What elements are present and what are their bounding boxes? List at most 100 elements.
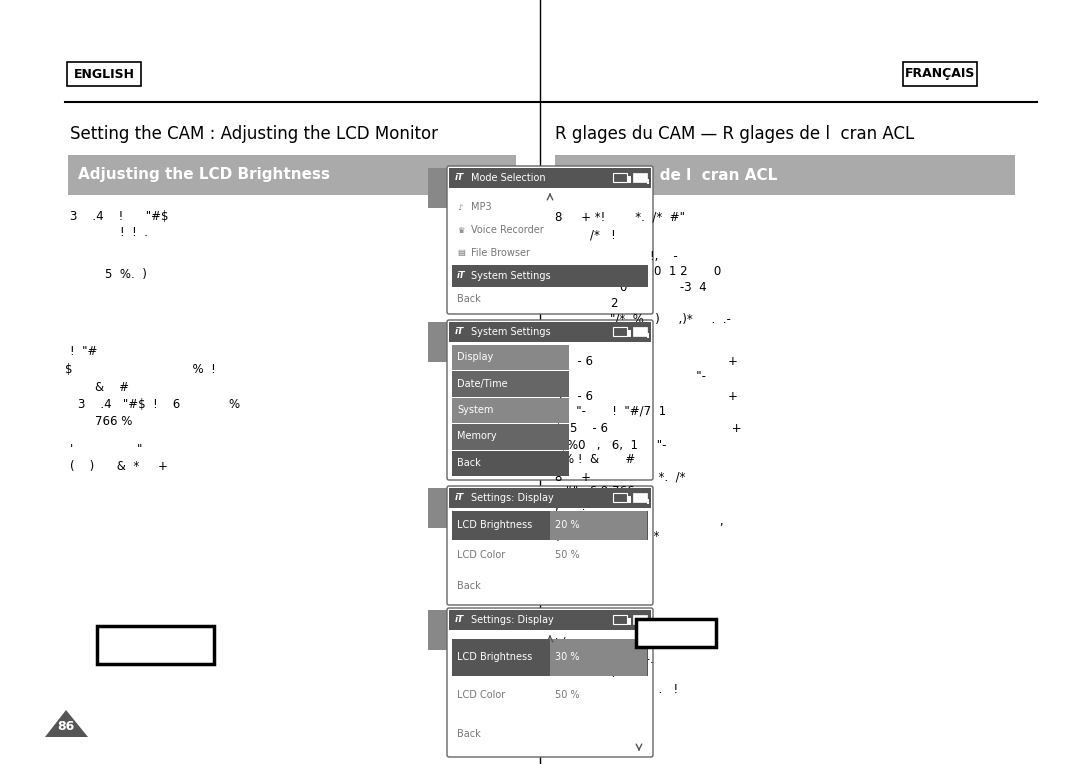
Text: Back: Back (457, 458, 481, 468)
Text: iT: iT (586, 540, 626, 578)
Bar (613, 615, 627, 624)
Text: Memory: Memory (457, 432, 497, 442)
Text: Setting the CAM : Adjusting the LCD Monitor: Setting the CAM : Adjusting the LCD Moni… (70, 125, 438, 143)
Text: $  5    - 6                                 +: $ 5 - 6 + (555, 422, 742, 435)
Bar (633, 173, 647, 182)
Text: /: / (610, 328, 615, 341)
Bar (550, 678, 647, 714)
Text: #".  6 9 766 :: #". 6 9 766 : (563, 485, 643, 498)
Text: Mode Selection: Mode Selection (471, 173, 545, 183)
Text: "/*  %.  )     ,)*     .  .-: "/* %. ) ,)* . .- (610, 312, 731, 325)
Bar (647, 179, 649, 184)
Text: Voice Recorder: Voice Recorder (471, 225, 543, 235)
Bar (613, 327, 627, 336)
Text: 0    , 4 2    2                         ,: 0 , 4 2 2 , (555, 515, 724, 528)
Bar (453, 639, 648, 676)
FancyBboxPatch shape (903, 62, 977, 86)
Bar (647, 499, 649, 504)
Bar (428, 322, 450, 362)
Text: 50 %: 50 % (555, 691, 580, 701)
Text: System Settings: System Settings (471, 327, 551, 337)
FancyBboxPatch shape (447, 486, 653, 605)
Text: ,                                  "-: , "- (565, 370, 706, 383)
Text: !  !  .: ! ! . (120, 226, 148, 239)
Text: ./  !: ./ ! (555, 698, 575, 711)
FancyBboxPatch shape (67, 62, 141, 86)
Polygon shape (45, 710, 87, 737)
Text: (    "-              &  *: ( "- & * (555, 530, 660, 543)
Bar (550, 511, 647, 540)
Text: Adjusting the LCD Brightness: Adjusting the LCD Brightness (78, 167, 330, 183)
Text: '                 ": ' " (70, 443, 143, 456)
Text: iT: iT (455, 494, 464, 503)
Bar (453, 345, 569, 371)
Bar (428, 488, 450, 528)
Text: LCD Color: LCD Color (457, 551, 505, 561)
Text: iT: iT (455, 328, 464, 336)
Text: (    )      &  *     +: ( ) & * + (70, 460, 167, 473)
Text: ▤: ▤ (457, 248, 464, 257)
Bar (449, 168, 651, 188)
Text: iT: iT (455, 616, 464, 624)
Text: 50 %: 50 % (555, 551, 580, 561)
Text: Settings: Display: Settings: Display (471, 493, 554, 503)
Bar (428, 610, 450, 650)
Text: 3    .4   "#$  !    6             %: 3 .4 "#$ ! 6 % (78, 398, 240, 411)
Text: 0    ,: 0 , (555, 545, 581, 558)
Text: 8     +                  *.  /*: 8 + *. /* (555, 470, 686, 483)
Text: !,    -: !, - (650, 250, 678, 263)
Text: **.   /: **. / (585, 668, 616, 681)
Bar (613, 173, 627, 182)
Text: Back: Back (457, 581, 481, 591)
Bar (555, 155, 1015, 195)
Text: Display: Display (457, 352, 494, 362)
Bar (449, 610, 651, 630)
Text: System Settings: System Settings (471, 270, 551, 281)
FancyBboxPatch shape (447, 166, 653, 314)
Text: ENGLISH: ENGLISH (73, 67, 135, 80)
Bar (550, 639, 647, 676)
Bar (68, 155, 516, 195)
Text: Settings: Display: Settings: Display (471, 615, 554, 625)
Text: R glages du CAM — R glages de l  cran ACL: R glages du CAM — R glages de l cran ACL (555, 125, 915, 143)
Bar (453, 451, 569, 476)
Bar (636, 619, 716, 647)
Text: ,      !: , ! (555, 500, 585, 513)
Text: LCD Brightness: LCD Brightness (457, 652, 532, 662)
Text: % !  &       #: % ! & # (563, 453, 635, 466)
Bar (627, 496, 631, 503)
Bar (613, 493, 627, 502)
Text: Back: Back (457, 293, 481, 303)
Text: 20 %: 20 % (555, 520, 580, 530)
Text: 2: 2 (610, 297, 618, 310)
Text: 5    - 6                                    +: 5 - 6 + (555, 390, 738, 403)
Text: /*   !: /* ! (590, 228, 616, 241)
Bar (633, 327, 647, 336)
Text: iT: iT (586, 681, 626, 719)
Text: &    #: & # (95, 381, 129, 394)
Text: 86: 86 (57, 720, 75, 733)
FancyBboxPatch shape (447, 608, 653, 757)
Bar (647, 621, 649, 626)
Bar (453, 424, 569, 449)
Bar (97, 626, 214, 664)
Bar (627, 618, 631, 625)
Text: ♪: ♪ (457, 203, 462, 212)
Bar (453, 511, 648, 540)
Bar (550, 542, 647, 571)
Text: 0              -3  4: 0 -3 4 (620, 281, 706, 294)
Text: 30 %: 30 % (555, 652, 580, 662)
Text: FRANÇAIS: FRANÇAIS (905, 67, 975, 80)
Text: File Browser: File Browser (471, 248, 530, 258)
Bar (633, 615, 647, 624)
Text: )     *    +   ,;  -.: ) * + ,; -. (565, 653, 653, 666)
Text: LCD Brightness: LCD Brightness (457, 520, 532, 530)
Text: ♛: ♛ (457, 225, 464, 235)
Bar (453, 265, 648, 287)
Text: 8     + *!        *.  /*  #": 8 + *! *. /* #" (555, 210, 685, 223)
Text: $                                %  !: $ % ! (65, 363, 216, 376)
Text: Back: Back (457, 729, 481, 739)
Text: iT: iT (457, 271, 465, 280)
Text: ,  "-       !  "#/7  1: , "- ! "#/7 1 (565, 405, 666, 418)
Text: ' (: ' ( (555, 637, 567, 650)
